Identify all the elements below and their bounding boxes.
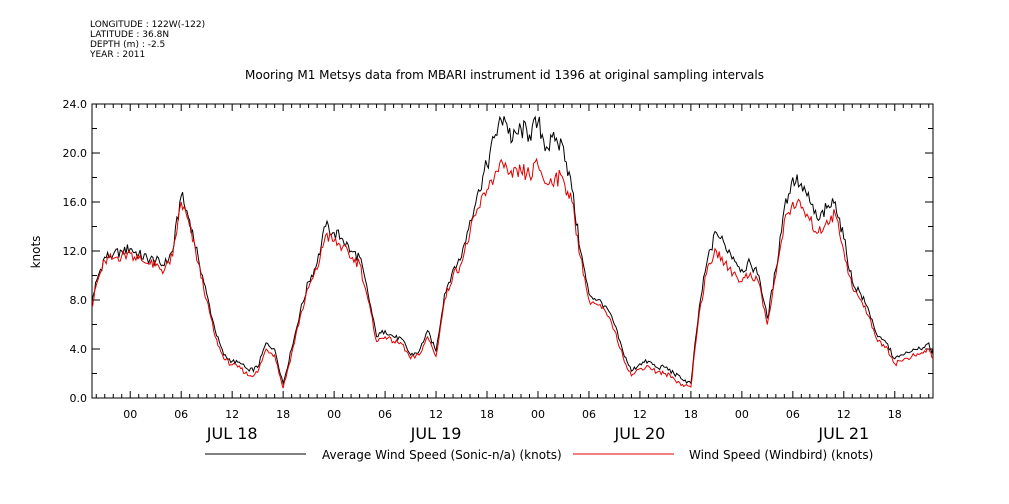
x-day-label: JUL 21: [817, 424, 869, 443]
series-line-average-wind-speed: [91, 115, 934, 386]
y-axis-label: knots: [29, 236, 43, 269]
y-tick-label: 12.0: [63, 245, 88, 258]
legend-label-windbird: Wind Speed (Windbird) (knots): [689, 448, 873, 462]
depth-text: DEPTH (m) : -2.5: [90, 40, 166, 50]
x-tick-label: 06: [582, 408, 596, 421]
y-tick-label: 0.0: [70, 392, 88, 405]
x-tick-label: 18: [480, 408, 494, 421]
series-lines: [91, 115, 934, 389]
x-tick-label: 12: [429, 408, 443, 421]
x-tick-label: 00: [735, 408, 749, 421]
x-day-label: JUL 18: [206, 424, 258, 443]
year-text: YEAR : 2011: [90, 50, 146, 60]
axis-ticks: 00 06 12 18 00 06 12 18 00 06 12 18 00 06 12 18 JUL 18 JU…: [63, 98, 933, 443]
x-tick-label: 18: [276, 408, 290, 421]
x-tick-label: 12: [225, 408, 239, 421]
chart-title: Mooring M1 Metsys data from MBARI instru…: [245, 68, 764, 82]
metadata-block: LONGITUDE : 122W(-122) LATITUDE : 36.8N …: [90, 20, 205, 60]
latitude-text: LATITUDE : 36.8N: [90, 30, 170, 40]
x-tick-label: 06: [378, 408, 392, 421]
series-line-windbird-wind-speed: [91, 157, 934, 389]
x-day-label: JUL 19: [410, 424, 462, 443]
y-tick-label: 16.0: [63, 196, 88, 209]
x-tick-label: 12: [633, 408, 647, 421]
x-tick-label: 06: [174, 408, 188, 421]
y-tick-label: 4.0: [70, 343, 88, 356]
y-tick-label: 8.0: [70, 294, 88, 307]
x-tick-label: 00: [531, 408, 545, 421]
x-tick-label: 18: [684, 408, 698, 421]
y-tick-label: 24.0: [63, 98, 88, 111]
x-day-label: JUL 20: [614, 424, 666, 443]
x-tick-label: 00: [327, 408, 341, 421]
x-tick-label: 12: [837, 408, 851, 421]
x-tick-label: 18: [888, 408, 902, 421]
longitude-text: LONGITUDE : 122W(-122): [90, 20, 206, 30]
legend-label-average: Average Wind Speed (Sonic-n/a) (knots): [322, 448, 562, 462]
plot-frame: [91, 103, 934, 399]
plot-border: [91, 103, 934, 399]
x-tick-label: 00: [123, 408, 137, 421]
x-tick-label: 06: [786, 408, 800, 421]
legend: Average Wind Speed (Sonic-n/a) (knots) W…: [205, 448, 873, 462]
y-tick-label: 20.0: [63, 147, 88, 160]
